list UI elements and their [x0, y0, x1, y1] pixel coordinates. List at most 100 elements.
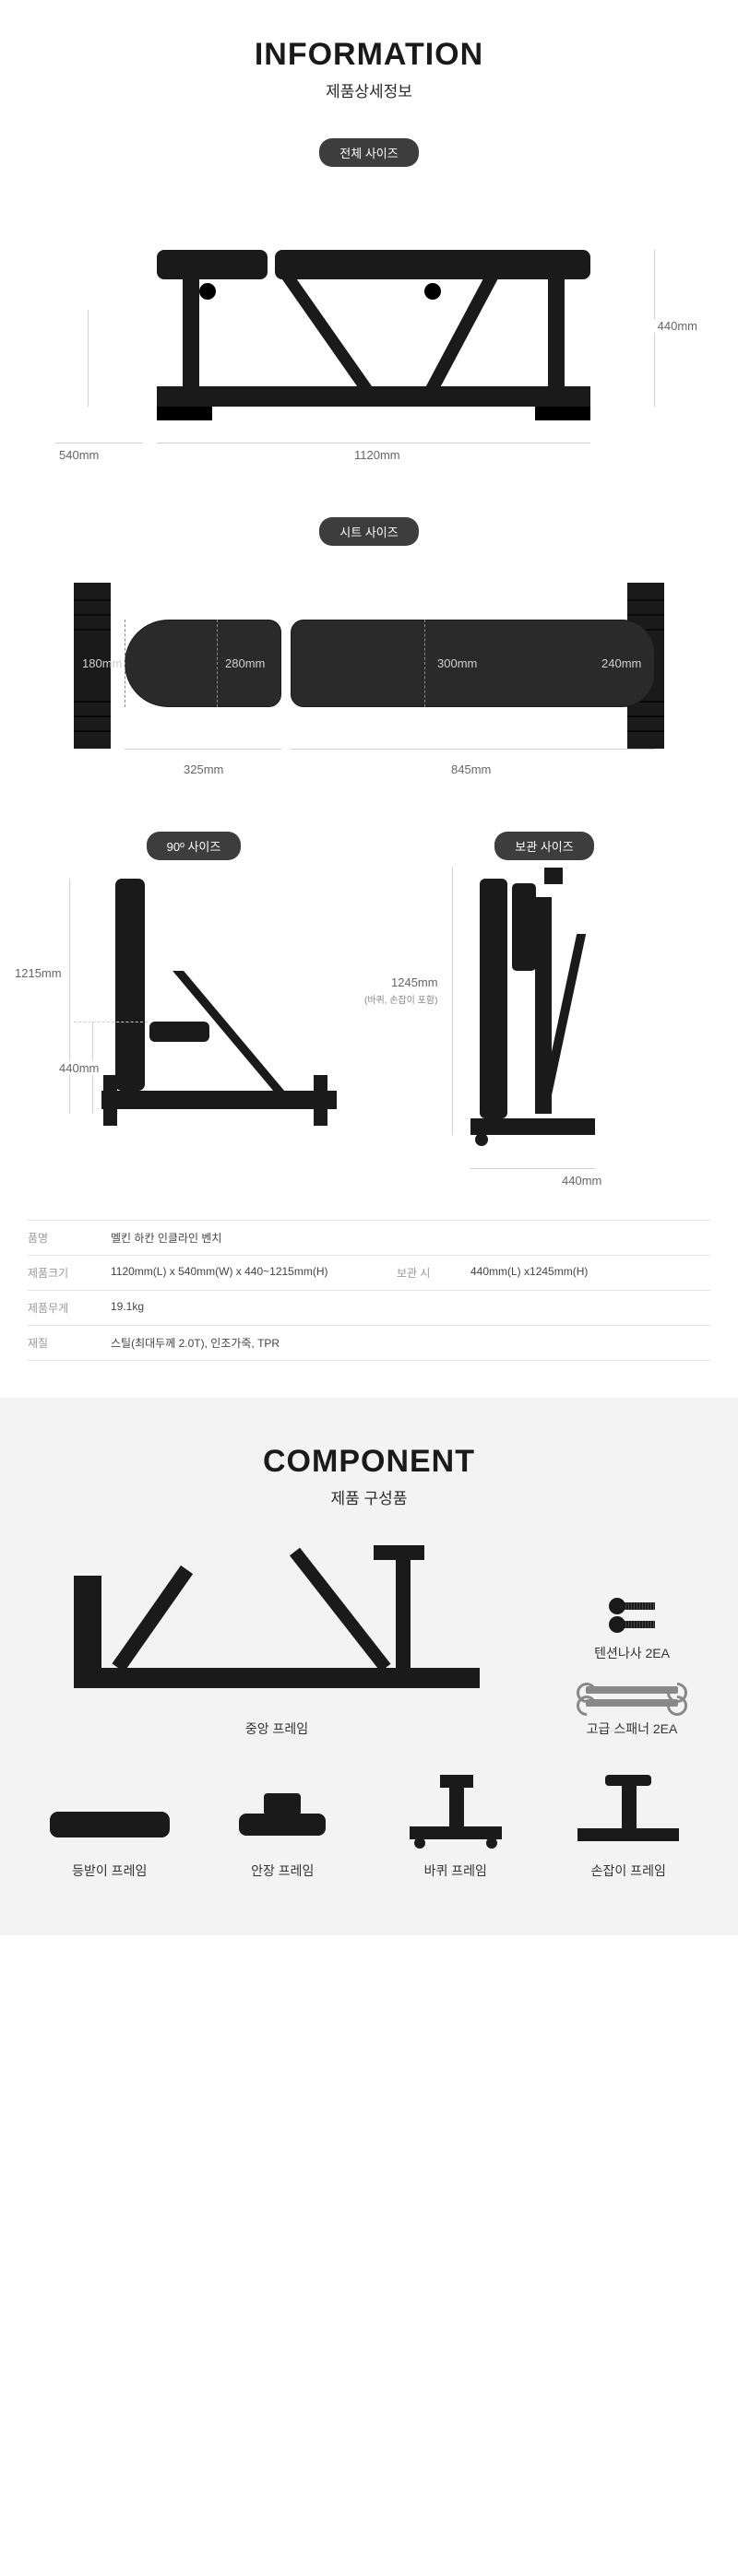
- screw-icon: [609, 1600, 655, 1613]
- storage-col: 보관 사이즈 1245mm (바퀴, 손잡이 포함) 440mm: [378, 832, 710, 1192]
- info-subtitle: 제품상세정보: [28, 78, 710, 101]
- component-subtitle: 제품 구성품: [28, 1485, 710, 1508]
- component-row1: 중앙 프레임 텐션나사 2EA 고급 스패너 2EA: [28, 1545, 710, 1738]
- component-grid: 중앙 프레임 텐션나사 2EA 고급 스패너 2EA 등받이 프레임: [28, 1545, 710, 1880]
- mf-upright: [396, 1548, 411, 1668]
- table-row: 품명 멜킨 하칸 인클라인 벤치: [28, 1220, 710, 1255]
- wrench-icon: [586, 1686, 678, 1694]
- pill-seat-wrap: 시트 사이즈: [28, 517, 710, 546]
- spec-value: 440mm(L) x1245mm(H): [470, 1265, 710, 1281]
- spec-value: 1120mm(L) x 540mm(W) x 440~1215mm(H): [111, 1265, 397, 1281]
- spec-label: 제품무게: [28, 1300, 111, 1316]
- spec-value: 멜킨 하칸 인클라인 벤치: [111, 1230, 710, 1246]
- item-label: 안장 프레임: [201, 1861, 365, 1880]
- mf-diag: [290, 1548, 391, 1672]
- dim-line: [125, 749, 281, 750]
- table-row: 제품크기 1120mm(L) x 540mm(W) x 440~1215mm(H…: [28, 1255, 710, 1290]
- dim-ninety-h: 1215mm: [11, 966, 65, 980]
- store-back: [480, 879, 507, 1118]
- dim-height: 440mm: [654, 319, 701, 333]
- handle-frame-item: 손잡이 프레임: [547, 1775, 711, 1880]
- bench-back-pad: [275, 250, 590, 279]
- dim-storage-w: 440mm: [558, 1174, 605, 1188]
- back-frame-item: 등받이 프레임: [28, 1775, 192, 1880]
- up-foot-l: [103, 1075, 117, 1126]
- dim-storage-h: 1245mm: [387, 975, 442, 989]
- pill-overall-wrap: 전체 사이즈: [28, 138, 710, 167]
- back-frame-icon: [50, 1775, 170, 1849]
- seat-dash: [424, 620, 425, 707]
- pill-storage: 보관 사이즈: [494, 832, 593, 860]
- up-seat-pad: [149, 1022, 209, 1042]
- item-label: 고급 스패너 2EA: [554, 1719, 710, 1738]
- pill-seat: 시트 사이즈: [319, 517, 418, 546]
- bench-knob: [199, 283, 216, 300]
- mf-top: [374, 1545, 424, 1560]
- item-label: 손잡이 프레임: [547, 1861, 711, 1880]
- section-heading: INFORMATION 제품상세정보: [28, 37, 710, 101]
- table-row: 제품무게 19.1kg: [28, 1290, 710, 1325]
- main-frame-item: 중앙 프레임: [28, 1545, 526, 1738]
- seat-frame-item: 안장 프레임: [201, 1775, 365, 1880]
- spanner-item: 고급 스패너 2EA: [554, 1686, 710, 1738]
- dim-depth: 540mm: [55, 448, 102, 462]
- up-back-pad: [115, 879, 145, 1091]
- bench-foot-left: [157, 407, 212, 420]
- component-row2: 등받이 프레임 안장 프레임 바퀴 프레임 손잡이 프레임: [28, 1775, 710, 1880]
- store-wheel: [475, 1133, 488, 1146]
- table-row: 재질 스틸(최대두께 2.0T), 인조가죽, TPR: [28, 1325, 710, 1361]
- dim-storage-note: (바퀴, 손잡이 포함): [364, 992, 437, 1006]
- overall-diagram: 440mm 540mm 1120mm: [37, 185, 701, 462]
- dim-w3: 300mm: [434, 656, 481, 670]
- bench-upright-right: [548, 278, 565, 388]
- item-label: 등받이 프레임: [28, 1861, 192, 1880]
- upright-storage-row: 90º 사이즈 1215mm 440mm 보관 사이즈: [0, 832, 738, 1192]
- mf-base: [74, 1668, 480, 1688]
- dim-l2: 845mm: [447, 762, 494, 776]
- pill-ninety: 90º 사이즈: [147, 832, 242, 860]
- pill-overall: 전체 사이즈: [319, 138, 418, 167]
- bench-upright-left: [183, 278, 199, 388]
- info-title: INFORMATION: [28, 37, 710, 73]
- dim-length: 1120mm: [351, 448, 404, 462]
- component-section: COMPONENT 제품 구성품 중앙 프레임 텐션나사 2: [0, 1398, 738, 1935]
- dim-w4: 240mm: [598, 656, 645, 670]
- spec-label: 품명: [28, 1230, 111, 1246]
- dim-line: [69, 879, 70, 1114]
- spec-label: 재질: [28, 1335, 111, 1351]
- bench-seat-pad: [157, 250, 268, 279]
- spec-label: 보관 시: [397, 1265, 470, 1281]
- handle-frame-icon: [568, 1775, 688, 1849]
- storage-diagram: 1245mm (바퀴, 손잡이 포함) 440mm: [452, 879, 637, 1155]
- store-handle: [544, 868, 563, 884]
- item-label: 텐션나사 2EA: [554, 1644, 710, 1662]
- seat-frame-icon: [222, 1775, 342, 1849]
- dim-ninety-base: 440mm: [55, 1061, 102, 1075]
- wheel-frame-icon: [396, 1775, 516, 1849]
- spec-label: 제품크기: [28, 1265, 111, 1281]
- screw-icon: [609, 1618, 655, 1631]
- item-label: 중앙 프레임: [28, 1719, 526, 1738]
- item-label: 바퀴 프레임: [374, 1861, 538, 1880]
- spec-table: 품명 멜킨 하칸 인클라인 벤치 제품크기 1120mm(L) x 540mm(…: [28, 1220, 710, 1361]
- dim-w1: 180mm: [78, 656, 125, 670]
- mf-diag: [112, 1566, 193, 1672]
- section-heading: COMPONENT 제품 구성품: [28, 1444, 710, 1508]
- store-foot: [470, 1118, 595, 1135]
- side-column: 텐션나사 2EA 고급 스패너 2EA: [554, 1594, 710, 1738]
- component-title: COMPONENT: [28, 1444, 710, 1480]
- screws-item: 텐션나사 2EA: [554, 1600, 710, 1662]
- information-section: INFORMATION 제품상세정보 전체 사이즈 440mm 540mm 11…: [0, 0, 738, 832]
- bench-knob: [424, 283, 441, 300]
- dim-line: [470, 1168, 595, 1169]
- mf-bracket: [74, 1576, 101, 1668]
- spec-value: 19.1kg: [111, 1300, 710, 1316]
- up-foot-r: [314, 1075, 327, 1126]
- dim-line: [452, 868, 453, 1135]
- main-frame-icon: [74, 1545, 480, 1707]
- bench-base-bar: [157, 386, 590, 407]
- bench-side-view: [157, 250, 590, 407]
- seat-diagram: 180mm 280mm 300mm 240mm 325mm 845mm: [37, 564, 701, 804]
- wheel-frame-item: 바퀴 프레임: [374, 1775, 538, 1880]
- spec-value: 스틸(최대두께 2.0T), 인조가죽, TPR: [111, 1335, 710, 1351]
